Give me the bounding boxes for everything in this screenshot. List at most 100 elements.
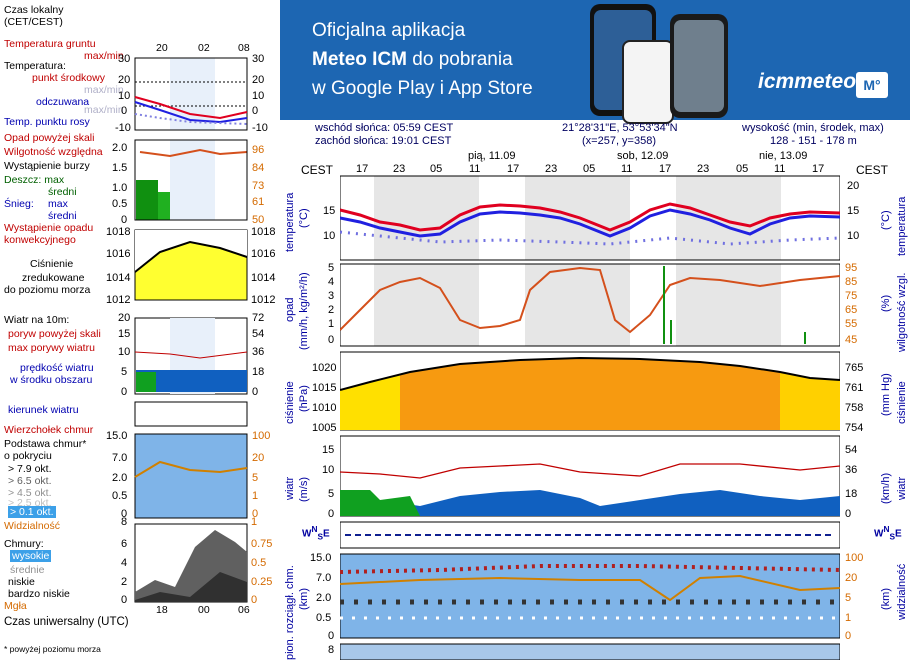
wind-unit-right: (km/h) xyxy=(880,472,892,504)
temperature-panel xyxy=(340,175,840,261)
temp-tick-2: 10 xyxy=(847,230,860,242)
humidity-line xyxy=(340,266,840,334)
hour-tick-10: 05 xyxy=(736,163,749,175)
legend-cl-left-4: 0 xyxy=(121,594,128,606)
rain-tick-left-0: 5 xyxy=(328,262,335,274)
temp-line xyxy=(340,202,840,232)
legend-bottom-hour-2: 06 xyxy=(238,604,250,616)
legend-cl-right-1: 0.75 xyxy=(251,538,273,550)
compass-icon-right: WNSE xyxy=(874,524,902,542)
legend-wind-speed: prędkość wiatru xyxy=(20,362,94,374)
rain-tick-right-0: 95 xyxy=(845,262,858,274)
legend-footnote: * powyżej poziomu morza xyxy=(4,644,101,654)
pressure-unit-left: (hPa) xyxy=(298,385,310,412)
legend-wind-right-0: 72 xyxy=(252,312,265,324)
legend-wind-left-4: 0 xyxy=(121,386,128,398)
legend-rain-label: Deszcz: max xyxy=(4,174,65,186)
night-shading xyxy=(374,176,781,346)
legend-medium: średnie xyxy=(10,564,45,576)
cloud-unit-left: (km) xyxy=(298,588,310,610)
icm-logo-text: icmmeteo xyxy=(758,70,857,93)
rain-bar-2 xyxy=(670,320,672,344)
rain-tick-left-1: 4 xyxy=(328,276,335,288)
rain-unit-left: (mm/h, kg/m²/h) xyxy=(298,272,310,350)
legend-press-right-1: 1016 xyxy=(251,248,276,260)
legend-storm: Wystąpienie burzy xyxy=(4,160,90,172)
hour-tick-11: 11 xyxy=(774,163,786,175)
pressure-label-left: ciśnienie xyxy=(284,381,296,424)
temp-unit-left: (°C) xyxy=(298,208,310,228)
hour-tick-12: 17 xyxy=(812,163,825,175)
legend-top-hour-1: 02 xyxy=(198,42,210,54)
press-tick-left-2: 1010 xyxy=(312,402,337,414)
phone-mockup-2 xyxy=(622,40,674,124)
legend-top-hour-2: 08 xyxy=(238,42,250,54)
sunrise: wschód słońca: 05:59 CEST xyxy=(315,122,454,134)
press-tick-right-0: 765 xyxy=(845,362,864,374)
legend-temp-right-2: 10 xyxy=(252,90,265,102)
grid-point: (x=257, y=358) xyxy=(582,135,656,147)
legend-cb-right-1: 20 xyxy=(252,452,265,464)
banner-line-2: Meteo ICM do pobrania xyxy=(312,49,513,71)
hour-tick-3: 11 xyxy=(469,163,481,175)
legend-very-low: bardzo niskie xyxy=(8,588,70,600)
cloud-tick-right-2: 5 xyxy=(845,592,852,604)
hour-tick-5: 23 xyxy=(545,163,558,175)
legend-rain-right-2: 73 xyxy=(252,180,265,192)
cloud-tick-right-1: 20 xyxy=(845,572,858,584)
legend-mini-charts xyxy=(134,57,248,603)
bottom-tick: 8 xyxy=(328,644,335,656)
legend-rain-avg: średni xyxy=(48,186,77,198)
rain-bar-3 xyxy=(804,332,806,344)
hour-tick-7: 11 xyxy=(621,163,633,175)
rain-bar-1 xyxy=(663,266,665,344)
legend-mid-point: punkt środkowy xyxy=(32,72,105,84)
elevation-value: 128 - 151 - 178 m xyxy=(770,135,857,147)
legend-pressure-3: do poziomu morza xyxy=(4,284,91,296)
phone-mockup-3 xyxy=(670,14,728,118)
legend-gust-over: poryw powyżej skali xyxy=(8,328,101,340)
legend-temp-left-1: 20 xyxy=(118,74,131,86)
legend-bottom-hour-1: 00 xyxy=(198,604,210,616)
legend-rain-left-1: 1.5 xyxy=(112,162,128,174)
legend-wind-left-0: 20 xyxy=(118,312,131,324)
app-promo-banner[interactable]: Oficjalna aplikacja Meteo ICM do pobrani… xyxy=(280,0,910,124)
legend-soil-temp-sub: max/min xyxy=(84,50,124,62)
legend-cb-right-0: 100 xyxy=(252,430,271,442)
cloud-cover-panel xyxy=(340,643,840,660)
temp-label-right: temperatura xyxy=(896,196,908,256)
hour-tick-4: 17 xyxy=(507,163,520,175)
legend-dew-point: Temp. punktu rosy xyxy=(4,116,90,128)
legend-clouds: Chmury: xyxy=(4,538,44,550)
legend-time-local-sub: (CET/CEST) xyxy=(4,16,63,28)
legend-press-left-3: 1012 xyxy=(106,294,131,306)
legend-okt-1: > 7.9 okt. xyxy=(8,463,52,475)
legend-okt-5: > 0.1 okt. xyxy=(8,506,56,518)
banner-line-3: w Google Play i App Store xyxy=(312,78,533,99)
legend-press-right-2: 1014 xyxy=(251,272,276,284)
legend-cl-left-0: 8 xyxy=(121,516,128,528)
cloud-tick-left-3: 0.5 xyxy=(316,612,332,624)
legend-cb-left-0: 15.0 xyxy=(106,430,128,442)
rain-panel xyxy=(340,263,840,347)
temp-tick-left-1: 15 xyxy=(323,205,336,217)
legend-temp-right-0: 30 xyxy=(252,53,265,65)
legend-temp-left-3: 0 xyxy=(121,105,128,117)
legend-snow-label: Śnieg: xyxy=(4,198,34,210)
legend-feels-like: odczuwana xyxy=(36,96,90,108)
legend-rain-left-3: 0.5 xyxy=(112,198,128,210)
legend-temp-right-3: 0 xyxy=(252,105,259,117)
legend-cl-left-3: 2 xyxy=(121,576,128,588)
temp-label-left: temperatura xyxy=(284,192,296,252)
legend-rain-left-4: 0 xyxy=(121,214,128,226)
legend-rain-right-1: 84 xyxy=(252,162,265,174)
banner-line-2-bold: Meteo ICM xyxy=(312,49,407,70)
legend-press-left-1: 1016 xyxy=(106,248,131,260)
wind-tick-right-0: 54 xyxy=(845,444,858,456)
wind-tick-left-3: 0 xyxy=(328,508,335,520)
legend-cb-right-4: 0 xyxy=(252,508,259,520)
hour-tick-2: 05 xyxy=(430,163,443,175)
coords: 21°28'31"E, 53°53'34"N xyxy=(562,122,678,134)
cloud-tick-right-4: 0 xyxy=(845,630,852,642)
cloud-tick-left-0: 15.0 xyxy=(310,552,332,564)
